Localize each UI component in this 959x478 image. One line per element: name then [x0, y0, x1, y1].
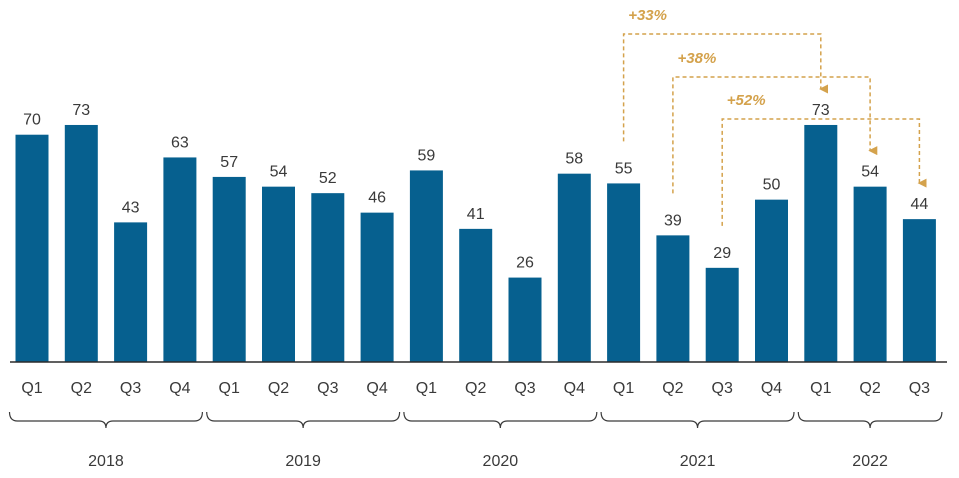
tick-label-2018-q4: Q4	[169, 380, 190, 397]
value-label-2020-q2: 41	[467, 206, 485, 223]
bar-2018-q4	[163, 157, 197, 362]
bar-2020-q2	[459, 228, 493, 362]
growth-label-1: +33%	[628, 7, 667, 24]
bars-layer	[15, 124, 936, 363]
bar-2018-q1	[15, 134, 49, 362]
tick-label-2022-q2: Q2	[859, 380, 880, 397]
bar-2022-q1	[804, 124, 838, 363]
tick-label-2022-q1: Q1	[810, 380, 831, 397]
value-label-2020-q4: 58	[565, 151, 583, 168]
tick-label-2020-q1: Q1	[416, 380, 437, 397]
tick-label-2022-q3: Q3	[909, 380, 930, 397]
year-bracket-2019	[206, 411, 401, 429]
tick-label-2018-q1: Q1	[21, 380, 42, 397]
bar-2020-q1	[409, 170, 443, 362]
tick-label-2021-q3: Q3	[712, 380, 733, 397]
year-bracket-2018	[8, 411, 203, 429]
bar-2022-q3	[902, 219, 936, 362]
bar-2019-q1	[212, 176, 246, 362]
year-label-2019: 2019	[285, 453, 321, 470]
value-label-2022-q1: 73	[812, 102, 830, 119]
tick-label-2021-q1: Q1	[613, 380, 634, 397]
bar-2019-q3	[311, 193, 345, 362]
bar-2022-q2	[853, 186, 887, 362]
tick-label-2020-q4: Q4	[564, 380, 585, 397]
tick-label-2019-q3: Q3	[317, 380, 338, 397]
value-label-2018-q3: 43	[122, 199, 140, 216]
bar-2021-q2	[656, 235, 690, 362]
value-label-2019-q3: 52	[319, 170, 337, 187]
value-label-2021-q2: 39	[664, 212, 682, 229]
year-label-2021: 2021	[680, 453, 716, 470]
tick-label-2021-q2: Q2	[662, 380, 683, 397]
value-label-2019-q2: 54	[270, 164, 288, 181]
value-label-2019-q4: 46	[368, 190, 386, 207]
tick-label-2020-q3: Q3	[514, 380, 535, 397]
value-label-2021-q3: 29	[713, 245, 731, 262]
bar-2021-q1	[607, 183, 641, 362]
value-label-2022-q3: 44	[911, 196, 929, 213]
tick-label-2019-q2: Q2	[268, 380, 289, 397]
year-bracket-2022	[797, 411, 943, 429]
growth-connector-3	[721, 118, 927, 226]
bar-2019-q4	[360, 212, 394, 362]
year-label-2022: 2022	[852, 453, 888, 470]
value-label-2018-q1: 70	[23, 112, 41, 129]
year-label-2018: 2018	[88, 453, 124, 470]
growth-connector-1	[622, 33, 828, 142]
year-label-2020: 2020	[483, 453, 519, 470]
tick-label-2019-q4: Q4	[366, 380, 387, 397]
bar-2021-q4	[755, 199, 788, 362]
bar-2019-q2	[262, 186, 295, 362]
value-label-2020-q3: 26	[516, 255, 534, 272]
value-label-2021-q4: 50	[763, 177, 781, 194]
tick-label-2018-q2: Q2	[71, 380, 92, 397]
tick-label-2018-q3: Q3	[120, 380, 141, 397]
value-label-2018-q4: 63	[171, 134, 189, 151]
year-bracket-2021	[600, 411, 795, 429]
year-brackets: 2018 2019 2020 2021 2022	[8, 411, 943, 470]
value-label-2018-q2: 73	[72, 102, 90, 119]
value-labels-layer: 70 73 43 63 57 54 52 46 59 41 26 58 55 39 29 50 73 54 44	[23, 102, 928, 272]
bar-2021-q3	[705, 267, 739, 362]
bar-2018-q3	[114, 222, 148, 362]
tick-label-2020-q2: Q2	[465, 380, 486, 397]
tick-label-2019-q1: Q1	[219, 380, 240, 397]
tick-label-2021-q4: Q4	[761, 380, 782, 397]
value-label-2022-q2: 54	[861, 164, 879, 181]
growth-annotations: +33% +38% +52%	[622, 7, 927, 226]
value-label-2019-q1: 57	[220, 154, 238, 171]
value-label-2020-q1: 59	[418, 147, 436, 164]
x-tick-labels: Q1 Q2 Q3 Q4 Q1 Q2 Q3 Q4 Q1 Q2 Q3 Q4 Q1 Q2 Q3 Q4 Q1 Q2 Q3	[21, 380, 930, 397]
growth-connector-2	[672, 76, 878, 194]
growth-label-3: +52%	[727, 92, 766, 109]
growth-label-2: +38%	[678, 50, 717, 67]
bar-2018-q2	[64, 124, 98, 363]
bar-2020-q3	[508, 277, 542, 362]
year-bracket-2020	[403, 411, 598, 429]
bar-2020-q4	[557, 173, 591, 362]
value-label-2021-q1: 55	[615, 160, 633, 177]
